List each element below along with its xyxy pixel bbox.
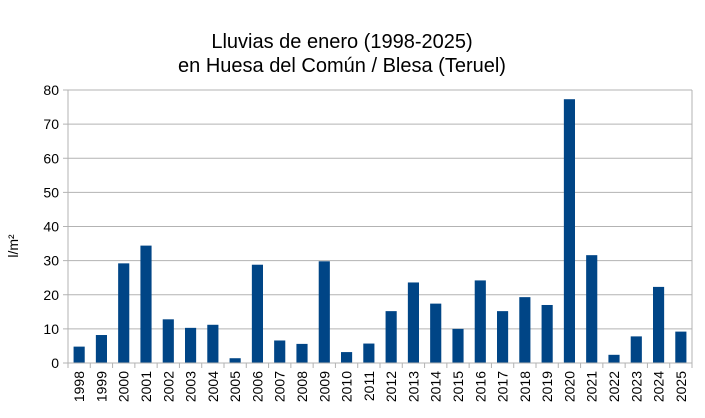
y-tick-label-50: 50 bbox=[43, 184, 59, 200]
x-tick-label-1998: 1998 bbox=[71, 371, 87, 402]
y-tick-label-60: 60 bbox=[43, 150, 59, 166]
x-tick-label-2007: 2007 bbox=[272, 371, 288, 402]
gridlines bbox=[68, 89, 692, 364]
bar-2021 bbox=[586, 255, 598, 363]
bar-2023 bbox=[630, 336, 642, 363]
bar-2016 bbox=[474, 280, 486, 363]
x-tick-label-2017: 2017 bbox=[495, 371, 511, 402]
x-tick-label-2012: 2012 bbox=[383, 371, 399, 402]
x-tick-label-2011: 2011 bbox=[361, 371, 377, 401]
bar-2012 bbox=[385, 311, 397, 363]
y-tick-label-30: 30 bbox=[43, 253, 59, 269]
bar-2011 bbox=[363, 343, 375, 363]
chart-title-line-2: en Huesa del Común / Blesa (Teruel) bbox=[178, 55, 506, 77]
bar-2000 bbox=[118, 263, 130, 363]
bar-2005 bbox=[229, 358, 241, 363]
bar-2017 bbox=[497, 311, 509, 363]
x-tick-label-2013: 2013 bbox=[405, 371, 421, 402]
bar-1999 bbox=[95, 335, 107, 363]
x-tick-label-1999: 1999 bbox=[93, 371, 109, 402]
bar-2008 bbox=[296, 343, 308, 363]
bar-2004 bbox=[207, 324, 219, 363]
x-tick-label-2025: 2025 bbox=[673, 371, 689, 402]
y-axis-label: l/m² bbox=[5, 234, 21, 258]
bar-2001 bbox=[140, 245, 152, 363]
x-tick-label-2004: 2004 bbox=[205, 371, 221, 402]
bar-2025 bbox=[675, 331, 687, 363]
x-tick-label-2021: 2021 bbox=[584, 371, 600, 402]
x-tick-label-2018: 2018 bbox=[517, 371, 533, 402]
y-tick-label-70: 70 bbox=[43, 116, 59, 132]
x-tick-label-2008: 2008 bbox=[294, 371, 310, 402]
bar-2003 bbox=[185, 327, 197, 363]
bar-2020 bbox=[563, 99, 575, 364]
y-tick-label-80: 80 bbox=[43, 82, 59, 98]
bar-2009 bbox=[318, 261, 330, 363]
x-tick-label-2023: 2023 bbox=[628, 371, 644, 402]
x-tick-label-2010: 2010 bbox=[339, 371, 355, 402]
x-tick-label-2015: 2015 bbox=[450, 371, 466, 402]
bar-2022 bbox=[608, 354, 620, 363]
y-tick-labels: 0 10 20 30 40 50 60 70 80 bbox=[43, 82, 59, 371]
bar-2018 bbox=[519, 297, 531, 363]
bar-2014 bbox=[430, 303, 442, 363]
axes bbox=[63, 89, 693, 368]
bar-2002 bbox=[162, 319, 174, 363]
x-tick-label-2014: 2014 bbox=[428, 371, 444, 402]
y-tick-label-10: 10 bbox=[43, 321, 59, 337]
x-tick-label-2024: 2024 bbox=[651, 371, 667, 402]
x-tick-label-2022: 2022 bbox=[606, 371, 622, 402]
x-tick-label-2000: 2000 bbox=[116, 371, 132, 402]
bar-2010 bbox=[341, 352, 353, 363]
bar-2007 bbox=[274, 340, 286, 363]
x-tick-label-2020: 2020 bbox=[561, 371, 577, 402]
bar-2019 bbox=[541, 304, 553, 363]
x-tick-label-2006: 2006 bbox=[249, 371, 265, 402]
x-tick-label-2005: 2005 bbox=[227, 371, 243, 402]
x-tick-label-2019: 2019 bbox=[539, 371, 555, 402]
x-tick-label-2003: 2003 bbox=[183, 371, 199, 402]
bar-2006 bbox=[251, 264, 263, 363]
y-tick-label-40: 40 bbox=[43, 219, 59, 235]
x-tick-labels: 1998 1999 2000 2001 2002 2003 2004 2005 2006 2007… bbox=[71, 371, 689, 402]
x-tick-label-2002: 2002 bbox=[160, 371, 176, 402]
bar-2015 bbox=[452, 328, 464, 363]
x-tick-label-2016: 2016 bbox=[472, 371, 488, 402]
bar-1998 bbox=[73, 346, 85, 363]
bar-2024 bbox=[653, 286, 665, 363]
y-tick-label-20: 20 bbox=[43, 287, 59, 303]
bar-2013 bbox=[407, 282, 419, 363]
chart-title-line-1: Lluvias de enero (1998-2025) bbox=[211, 31, 472, 53]
y-tick-label-0: 0 bbox=[51, 355, 59, 371]
bars bbox=[73, 99, 687, 364]
x-tick-label-2001: 2001 bbox=[138, 371, 154, 402]
x-tick-label-2009: 2009 bbox=[316, 371, 332, 402]
